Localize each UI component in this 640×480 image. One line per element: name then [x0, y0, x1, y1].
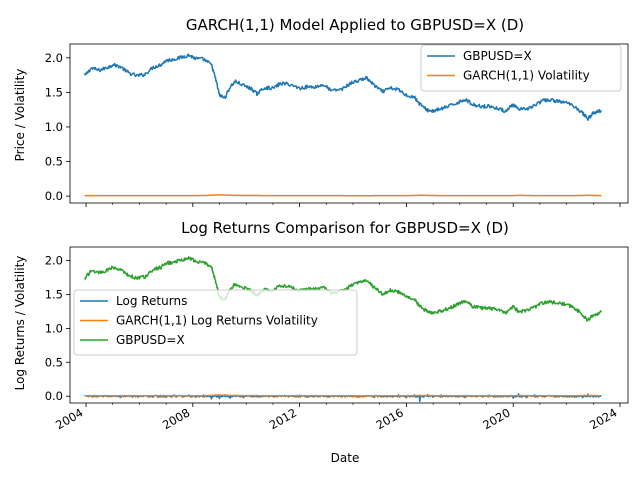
legend-entry: GBPUSD=X [116, 333, 185, 347]
top-chart-ylabel: Price / Volatility [13, 69, 27, 162]
y-tick-label: 0.0 [45, 389, 63, 403]
y-tick-label: 1.0 [45, 321, 63, 335]
top-chart-title: GARCH(1,1) Model Applied to GBPUSD=X (D) [186, 16, 524, 34]
top-chart-legend: GBPUSD=X GARCH(1,1) Volatility [420, 44, 622, 92]
axes-frame [69, 43, 629, 204]
top-chart-series [83, 53, 602, 197]
y-tick-label: 2.0 [45, 51, 63, 65]
series-line-gbpusd-x [83, 53, 602, 121]
legend-box [420, 44, 622, 92]
y-tick-label: 1.0 [45, 120, 63, 134]
y-tick-label: 2.0 [45, 254, 63, 268]
series-line-garch-1-1-volatility [84, 194, 602, 197]
legend-box [73, 289, 358, 356]
bottom-chart-ylabel: Log Returns / Volatility [13, 256, 27, 391]
legend-entry: GARCH(1,1) Volatility [463, 69, 590, 83]
y-tick-label: 0.5 [45, 355, 63, 369]
bottom-chart-title: Log Returns Comparison for GBPUSD=X (D) [181, 219, 509, 237]
legend-entry: Log Returns [116, 294, 187, 308]
top-chart-axes: 0.0 0.5 1.0 1.5 2.0 [45, 43, 629, 207]
legend-entry: GARCH(1,1) Log Returns Volatility [116, 314, 318, 328]
y-tick-label: 0.5 [45, 155, 63, 169]
top-chart: GARCH(1,1) Model Applied to GBPUSD=X (D)… [13, 16, 629, 207]
y-tick-label: 1.5 [45, 287, 63, 301]
series-line-garch-1-1-log-returns-volatility [84, 394, 602, 397]
y-tick-label: 0.0 [45, 189, 63, 203]
legend-entry: GBPUSD=X [463, 49, 532, 63]
bottom-chart-legend: Log Returns GARCH(1,1) Log Returns Volati… [73, 289, 358, 356]
y-tick-label: 1.5 [45, 85, 63, 99]
x-axis-label: Date [331, 451, 360, 465]
axes-frame [69, 246, 629, 404]
